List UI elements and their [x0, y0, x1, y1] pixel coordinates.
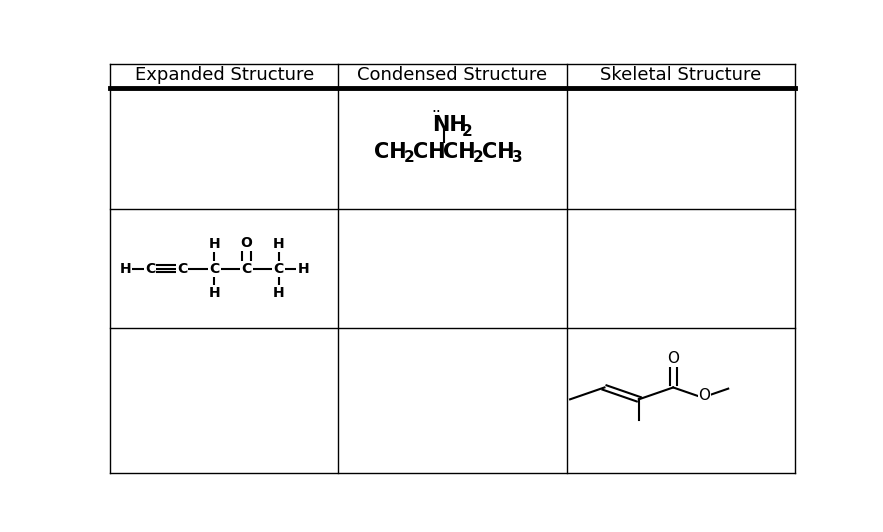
Text: CH: CH: [374, 142, 406, 162]
Text: H: H: [273, 237, 284, 251]
Text: 2: 2: [462, 124, 473, 139]
Text: H: H: [208, 286, 220, 300]
Text: C: C: [274, 262, 283, 276]
Text: 2: 2: [404, 149, 415, 165]
Text: 2: 2: [473, 149, 484, 165]
Text: O: O: [698, 388, 711, 403]
Text: ··: ··: [431, 105, 441, 120]
Text: H: H: [273, 286, 284, 300]
Text: H: H: [208, 237, 220, 251]
Text: CH: CH: [482, 142, 515, 162]
Text: C: C: [241, 262, 252, 276]
Text: 3: 3: [512, 149, 523, 165]
Text: O: O: [668, 351, 679, 366]
Text: C: C: [177, 262, 187, 276]
Text: C: C: [145, 262, 155, 276]
Text: H: H: [298, 262, 309, 276]
Text: Skeletal Structure: Skeletal Structure: [600, 66, 761, 84]
Text: O: O: [241, 236, 253, 250]
Text: CH: CH: [443, 142, 476, 162]
Text: Condensed Structure: Condensed Structure: [358, 66, 547, 84]
Text: NH: NH: [432, 115, 467, 135]
Text: CH: CH: [413, 142, 445, 162]
Text: H: H: [119, 262, 132, 276]
Text: C: C: [209, 262, 220, 276]
Text: Expanded Structure: Expanded Structure: [135, 66, 314, 84]
